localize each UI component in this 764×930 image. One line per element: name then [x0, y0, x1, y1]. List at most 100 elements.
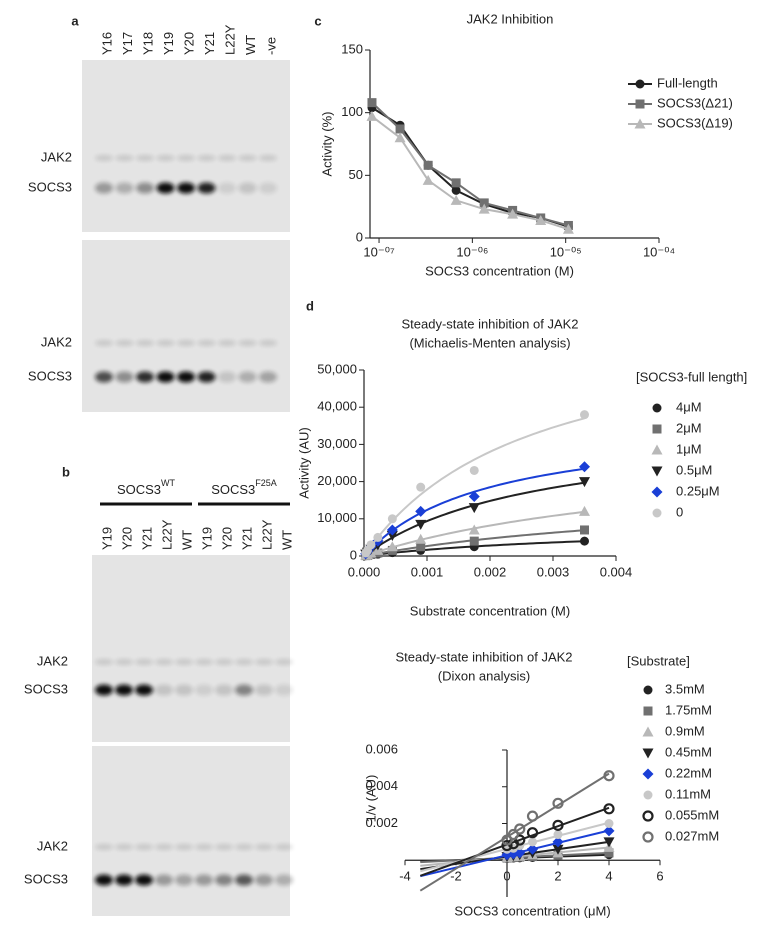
legend-marker [652, 403, 662, 413]
band [95, 659, 113, 665]
data-point [580, 410, 589, 420]
band [259, 155, 277, 161]
data-point [469, 536, 479, 546]
data-point [373, 532, 383, 542]
lane-label: Y19 [99, 527, 114, 550]
band [197, 371, 216, 383]
band [177, 155, 195, 161]
band [275, 684, 293, 696]
band [238, 340, 257, 346]
band [115, 874, 133, 886]
data-point [415, 505, 427, 517]
band [155, 874, 173, 886]
band [235, 684, 253, 696]
legend-label: 0.055mM [665, 807, 719, 822]
band [238, 182, 257, 194]
band [255, 844, 273, 850]
legend-label: Full-length [657, 75, 718, 90]
data-point [468, 503, 480, 514]
data-point [386, 541, 398, 552]
band [95, 371, 113, 383]
band [156, 340, 175, 346]
band [95, 874, 113, 886]
data-point [603, 803, 615, 815]
band [275, 659, 293, 665]
legend-label: 1μM [676, 441, 702, 456]
blot [92, 746, 290, 916]
band [275, 844, 293, 850]
data-point [416, 542, 426, 552]
lane-label: L22Y [159, 519, 174, 550]
data-point [468, 524, 480, 535]
legend-label: SOCS3(Δ21) [657, 95, 733, 110]
blot [82, 240, 290, 412]
chart-title: Steady-state inhibition of JAK2 [401, 316, 578, 331]
y-tick-label: 0.002 [365, 815, 398, 830]
band [175, 844, 193, 850]
data-point [507, 828, 519, 841]
data-point [416, 482, 426, 492]
panel-label: d [306, 298, 314, 313]
band [218, 182, 236, 194]
panel-label: c [314, 13, 321, 28]
data-point [603, 837, 615, 848]
data-point [422, 174, 434, 185]
y-tick-label: 30,000 [317, 436, 357, 451]
band [95, 844, 113, 850]
data-point [527, 843, 538, 855]
legend-title: [SOCS3-full length] [636, 369, 747, 384]
data-point [451, 178, 461, 188]
legend-marker [652, 424, 662, 434]
y-axis-label: 1/v (AU) [363, 775, 378, 823]
data-point [562, 223, 574, 234]
data-point [501, 834, 513, 846]
band [135, 844, 153, 850]
band [235, 844, 253, 850]
y-axis-label: Activity (%) [319, 112, 334, 177]
lane-label: Y19 [161, 32, 176, 55]
data-point [451, 185, 461, 195]
band [115, 844, 133, 850]
data-point [552, 797, 564, 809]
band-label: SOCS3 [24, 871, 68, 886]
data-point [604, 848, 614, 858]
data-point [535, 214, 547, 225]
band [255, 684, 273, 696]
y-tick-label: 40,000 [317, 399, 357, 414]
y-tick-label: 0.004 [365, 778, 398, 793]
data-point [604, 819, 614, 828]
x-tick-label: 10⁻⁰⁴ [643, 244, 675, 259]
band [115, 155, 134, 161]
legend-label: 4μM [676, 399, 702, 414]
data-point [395, 124, 405, 134]
legend-marker [643, 685, 653, 695]
x-tick-label: 0.000 [348, 564, 381, 579]
band [115, 340, 134, 346]
chart-title: Steady-state inhibition of JAK2 [395, 649, 572, 664]
legend-label: SOCS3(Δ19) [657, 115, 733, 130]
band [136, 371, 154, 383]
band-label: JAK2 [37, 653, 68, 668]
lane-label: Y18 [140, 32, 155, 55]
data-point [478, 203, 490, 214]
legend-marker [652, 508, 662, 518]
x-tick-label: -2 [450, 868, 462, 883]
lane-label: Y16 [99, 32, 114, 55]
group-sup: F25A [255, 478, 277, 488]
data-point [579, 477, 590, 488]
fit-curve [364, 417, 585, 556]
band [235, 874, 253, 886]
band [156, 155, 175, 161]
data-point [552, 819, 564, 831]
data-point [528, 837, 537, 847]
band [156, 371, 175, 383]
band [136, 155, 154, 161]
legend-marker [642, 726, 654, 737]
data-point [367, 98, 377, 108]
data-point [469, 465, 479, 475]
data-point [415, 519, 427, 530]
data-point [579, 505, 590, 516]
y-axis-label: Activity (AU) [296, 427, 311, 499]
band [235, 659, 253, 665]
data-point [366, 110, 378, 121]
